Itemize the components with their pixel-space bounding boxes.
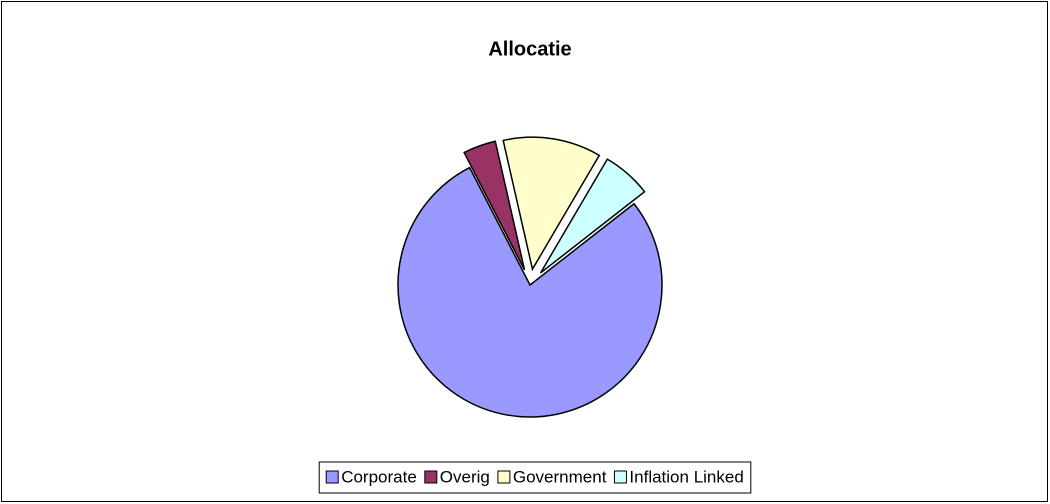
legend-label: Inflation Linked [629,467,743,486]
legend-swatch [424,470,438,484]
pie-slice [463,140,526,271]
chart-title: Allocatie [488,38,571,60]
legend-label: Government [513,467,607,486]
pie-slice [502,136,601,272]
legend: Corporate Overig Government Inflation Linke… [318,461,752,494]
legend-label: Overig [440,467,490,486]
legend-swatch [325,470,339,484]
legend-swatch [497,470,511,484]
legend-swatch [613,470,627,484]
pie-slice [539,158,646,274]
pie-slice [397,166,663,418]
legend-label: Corporate [341,467,417,486]
legend-box [318,461,752,494]
